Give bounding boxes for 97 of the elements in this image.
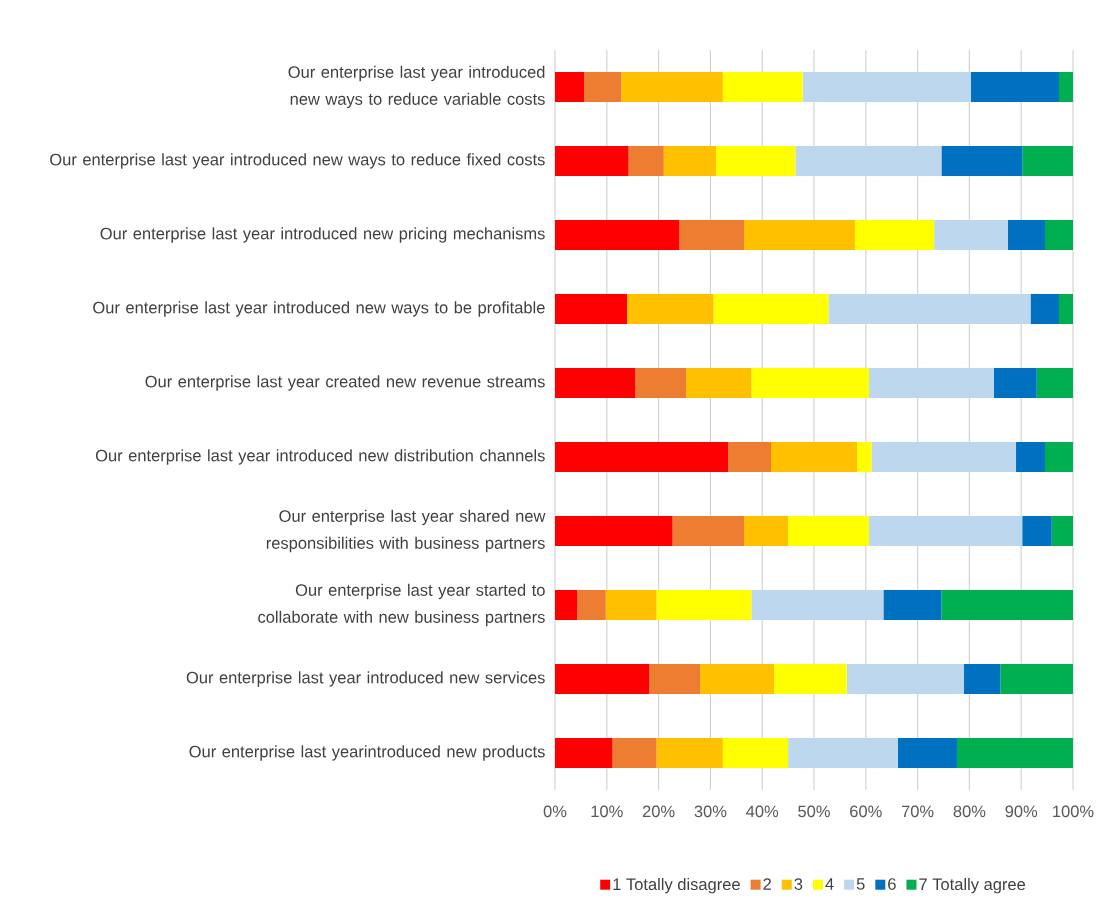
bar	[656, 737, 723, 768]
x-tick-label: 70%	[901, 805, 934, 818]
bar	[584, 71, 622, 102]
y-tick-label: Our enterprise last year shared new responsibilities with business partners	[266, 509, 546, 553]
x-tick-label: 0%	[543, 805, 567, 818]
bar	[713, 293, 829, 324]
y-tick-label: Our enterprise last year introduced new ways to reduce fixed costs	[50, 153, 545, 169]
y-tick-label: Our enterprise last year created new revenue streams	[145, 375, 545, 391]
bar	[700, 663, 775, 694]
x-tick-label: 20%	[642, 805, 675, 818]
legend-label: 4	[825, 878, 834, 890]
bar	[1022, 145, 1073, 176]
bar	[1030, 293, 1060, 324]
bar	[555, 71, 585, 102]
bar	[802, 71, 971, 102]
bar	[663, 145, 717, 176]
x-tick-label: 90%	[1005, 805, 1038, 818]
bar	[555, 145, 629, 176]
bar	[868, 515, 1023, 546]
legend-label: 2	[763, 878, 771, 890]
x-tick-label: 60%	[850, 805, 882, 818]
bar	[555, 441, 729, 472]
legend-label: 1 Totally disagree	[613, 877, 740, 894]
y-tick-label: Our enterprise last year started to collaborate with new business partners	[258, 583, 545, 627]
bar	[555, 293, 627, 324]
bar	[555, 589, 578, 620]
bar	[672, 515, 745, 546]
x-tick-label: 40%	[746, 805, 779, 818]
bar	[627, 293, 714, 324]
bar	[621, 71, 723, 102]
bar	[656, 589, 752, 620]
bar	[941, 589, 1073, 620]
bar	[854, 219, 935, 250]
bar	[1036, 367, 1073, 398]
legend-label: 5	[856, 878, 865, 890]
bar	[883, 589, 942, 620]
bar	[744, 515, 789, 546]
y-tick-label: Our enterprise last year introduced new ways to reduce variable costs	[288, 65, 545, 109]
bar	[555, 219, 680, 250]
bar	[956, 737, 1073, 768]
x-tick-label: 10%	[591, 805, 623, 818]
bar	[856, 441, 872, 472]
bar	[722, 71, 803, 102]
x-tick-label: 100%	[1053, 805, 1094, 818]
bar	[868, 367, 994, 398]
bar	[941, 145, 1023, 176]
bar	[1045, 219, 1073, 250]
bar	[1016, 441, 1046, 472]
bar	[555, 663, 650, 694]
bar	[1022, 515, 1052, 546]
x-tick-label: 80%	[953, 805, 986, 818]
bar	[577, 589, 606, 620]
bar	[1045, 441, 1073, 472]
bar	[1007, 219, 1046, 250]
y-tick-label: Our enterprise last year introduced new pricing mechanisms	[100, 227, 545, 243]
legend-label: 7 Totally agree	[919, 877, 1026, 894]
bar	[828, 293, 1031, 324]
legend-label: 3	[794, 878, 803, 890]
bar	[795, 145, 942, 176]
bar	[771, 441, 857, 472]
bar	[555, 737, 613, 768]
y-tick-label: Our enterprise last year introduced new distribution channels	[95, 449, 545, 465]
bar	[1051, 515, 1073, 546]
bar	[628, 145, 664, 176]
bar	[612, 737, 657, 768]
x-tick-label: 50%	[798, 805, 830, 818]
bar	[963, 663, 1001, 694]
bar	[722, 737, 789, 768]
bar	[751, 367, 869, 398]
bar	[679, 219, 745, 250]
bar	[1059, 71, 1073, 102]
bar	[993, 367, 1037, 398]
bar	[716, 145, 796, 176]
legend-label: 6	[888, 878, 896, 890]
bar	[751, 589, 884, 620]
bar	[605, 589, 657, 620]
bar	[555, 367, 636, 398]
y-tick-label: Our enterprise last year introduced new services	[186, 671, 545, 687]
bar	[788, 737, 898, 768]
bar	[649, 663, 701, 694]
bar	[934, 219, 1008, 250]
bar	[728, 441, 772, 472]
bar	[774, 663, 847, 694]
y-tick-label: Our enterprise last year introduced new ways to be profitable	[93, 301, 545, 317]
bar	[1059, 293, 1073, 324]
x-tick-label: 30%	[694, 805, 727, 818]
bar	[970, 71, 1060, 102]
y-tick-label: Our enterprise last yearintroduced new products	[189, 745, 545, 761]
bar	[686, 367, 752, 398]
bar	[744, 219, 855, 250]
bar	[846, 663, 964, 694]
bar	[788, 515, 869, 546]
bar	[635, 367, 687, 398]
bar	[1000, 663, 1073, 694]
bar	[555, 515, 673, 546]
bar	[897, 737, 957, 768]
bar	[871, 441, 1017, 472]
